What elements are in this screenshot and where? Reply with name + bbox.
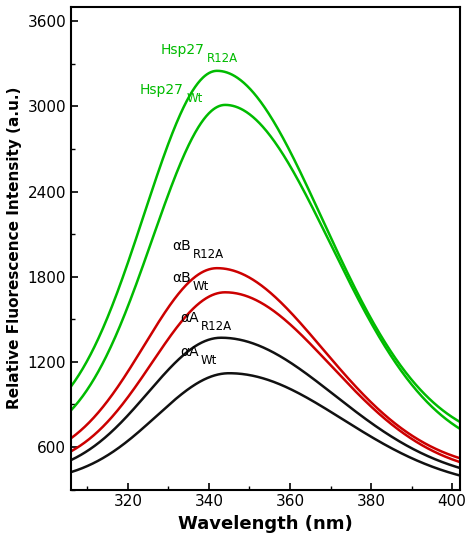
Text: αB: αB [173,239,191,253]
Text: Hsp27: Hsp27 [160,43,204,57]
X-axis label: Wavelength (nm): Wavelength (nm) [178,515,353,533]
Text: Wt: Wt [201,354,217,367]
Text: R12A: R12A [201,320,232,333]
Text: Hsp27: Hsp27 [140,83,184,97]
Text: αA: αA [181,311,199,325]
Y-axis label: Relative Fluorescence Intensity (a.u.): Relative Fluorescence Intensity (a.u.) [7,87,22,409]
Text: Wt: Wt [192,280,209,293]
Text: αB: αB [173,272,191,285]
Text: R12A: R12A [192,248,224,261]
Text: R12A: R12A [207,52,238,65]
Text: Wt: Wt [187,92,203,105]
Text: αA: αA [181,345,199,359]
